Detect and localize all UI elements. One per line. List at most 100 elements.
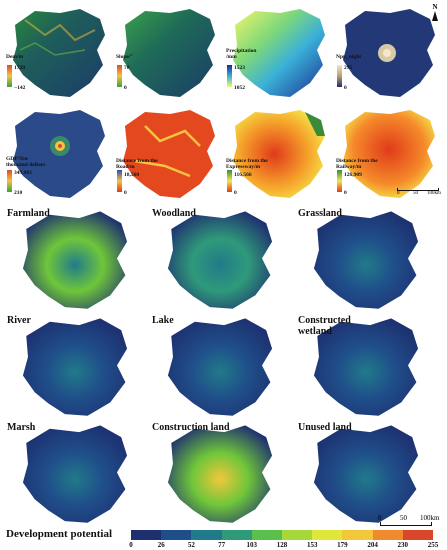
- map-slope-legend: [117, 65, 122, 87]
- map-npp-min: 0: [344, 85, 347, 91]
- colorbar-swatch: [402, 530, 434, 540]
- colorbar-tick: 26: [157, 541, 165, 549]
- map-marsh: Marsh: [5, 422, 145, 527]
- map-express-title: Distance from the Expressway/m: [226, 158, 268, 170]
- map-slope: Slope/° 70 0: [115, 5, 220, 102]
- map-label-construction-land: Construction land: [152, 422, 230, 433]
- colorbar-swatch: [372, 530, 403, 540]
- map-dem-title: Dem/m: [6, 54, 24, 60]
- map-expressway: Distance from the Expressway/m 116,566 0: [225, 106, 330, 203]
- map-npp-title: Npp_night: [336, 54, 362, 60]
- colorbar-tick: 103: [246, 541, 258, 549]
- bottom-scale-bar: 0 50 100km: [378, 514, 440, 530]
- bottom-scale-0: 0: [378, 514, 382, 522]
- map-label-woodland: Woodland: [152, 208, 196, 219]
- map-gdp-min: 210: [14, 190, 23, 196]
- map-farmland: Farmland: [5, 208, 145, 313]
- colorbar-tick: 204: [367, 541, 378, 549]
- colorbar-tick: 128: [276, 541, 288, 549]
- map-road: Distance from the Road/m 18,560 0: [115, 106, 220, 203]
- colorbar-tick: 255: [427, 541, 439, 549]
- map-rail-min: 0: [344, 190, 347, 196]
- map-farmland-region: [22, 211, 128, 309]
- map-woodland-region: [167, 211, 273, 309]
- map-gdp-max: 349,983: [14, 170, 32, 176]
- map-precipitation: Precipitation /mm 1523 1052: [225, 5, 330, 102]
- north-arrow-icon: N: [432, 3, 438, 21]
- colorbar-swatch: [131, 530, 162, 540]
- colorbar-swatch: [312, 530, 343, 540]
- colorbar-swatch: [161, 530, 192, 540]
- map-construction-land-region: [167, 425, 273, 523]
- map-precip-legend: [227, 65, 232, 87]
- map-slope-min: 0: [124, 85, 127, 91]
- map-express-legend: [227, 170, 232, 192]
- map-lake-region: [167, 318, 273, 416]
- colorbar-swatch: [221, 530, 252, 540]
- map-unused-land-region: [313, 425, 419, 523]
- colorbar-swatch: [282, 530, 313, 540]
- map-construction-land: Construction land: [150, 422, 290, 527]
- map-label-marsh: Marsh: [7, 422, 36, 433]
- map-npp-night: Npp_night 295 0 N: [335, 3, 440, 102]
- map-river: River: [5, 315, 145, 420]
- map-rail-legend: [337, 170, 342, 192]
- map-precip-title: Precipitation /mm: [226, 48, 257, 60]
- colorbar-tick: 0: [129, 541, 133, 549]
- map-label-river: River: [7, 315, 31, 326]
- map-road-title: Distance from the Road/m: [116, 158, 158, 170]
- map-unused-land: Unused land: [296, 422, 436, 527]
- map-precip-max: 1523: [234, 65, 245, 71]
- top-scale-bar: 0 50 100km: [397, 186, 441, 198]
- colorbar-tick: 52: [187, 541, 195, 549]
- colorbar-tick: 179: [337, 541, 348, 549]
- map-dem-legend: [7, 65, 12, 87]
- map-road-min: 0: [124, 190, 127, 196]
- map-dem-max: 1729: [14, 65, 25, 71]
- map-slope-title: Slope/°: [116, 54, 133, 60]
- map-express-min: 0: [234, 190, 237, 196]
- map-railway: Distance from the Railway/m 126,909 0 0 …: [335, 106, 441, 203]
- colorbar-swatch: [191, 530, 222, 540]
- map-lake: Lake: [150, 315, 290, 420]
- map-dem: Dem/m 1729 −142: [5, 5, 110, 102]
- top-scale-100: 100km: [427, 191, 441, 196]
- map-road-legend: [117, 170, 122, 192]
- map-dem-svg: [13, 9, 105, 97]
- map-precip-min: 1052: [234, 85, 245, 91]
- map-grassland: Grassland: [296, 208, 436, 313]
- map-label-constructed-wetland: Constructed wetland: [298, 315, 351, 337]
- map-gdp-legend: [7, 170, 12, 192]
- map-grassland-region: [313, 211, 419, 309]
- map-npp-max: 295: [344, 65, 353, 71]
- map-road-max: 18,560: [124, 172, 140, 178]
- map-slope-max: 70: [124, 65, 130, 71]
- colorbar-tick: 230: [397, 541, 409, 549]
- colorbar-swatch: [251, 530, 283, 540]
- bottom-scale-50: 50: [400, 514, 407, 522]
- top-scale-0: 0: [397, 191, 400, 196]
- map-marsh-region: [22, 425, 128, 523]
- colorbar-tick: 77: [218, 541, 226, 549]
- map-gdp-title: GDP/Ten thousand dollars: [6, 156, 46, 168]
- map-constructed-wetland: Constructed wetland: [296, 315, 436, 420]
- top-scale-50: 50: [413, 191, 418, 196]
- bottom-scale-100: 100km: [420, 514, 440, 522]
- map-woodland: Woodland: [150, 208, 290, 313]
- map-label-unused-land: Unused land: [298, 422, 352, 433]
- map-label-grassland: Grassland: [298, 208, 342, 219]
- north-label: N: [432, 3, 438, 11]
- colorbar-tick: 153: [306, 541, 318, 549]
- colorbar-title: Development potential: [6, 528, 113, 540]
- colorbar: [131, 530, 434, 540]
- map-rail-title: Distance from the Railway/m: [336, 158, 378, 170]
- map-constructed-wetland-region: [313, 318, 419, 416]
- map-rail-max: 126,909: [344, 172, 362, 178]
- colorbar-swatch: [342, 530, 373, 540]
- map-label-farmland: Farmland: [7, 208, 50, 219]
- map-npp-legend: [337, 65, 342, 87]
- map-river-region: [22, 318, 128, 416]
- map-dem-min: −142: [14, 85, 26, 91]
- map-label-lake: Lake: [152, 315, 174, 326]
- map-gdp: GDP/Ten thousand dollars 349,983 210: [5, 106, 110, 203]
